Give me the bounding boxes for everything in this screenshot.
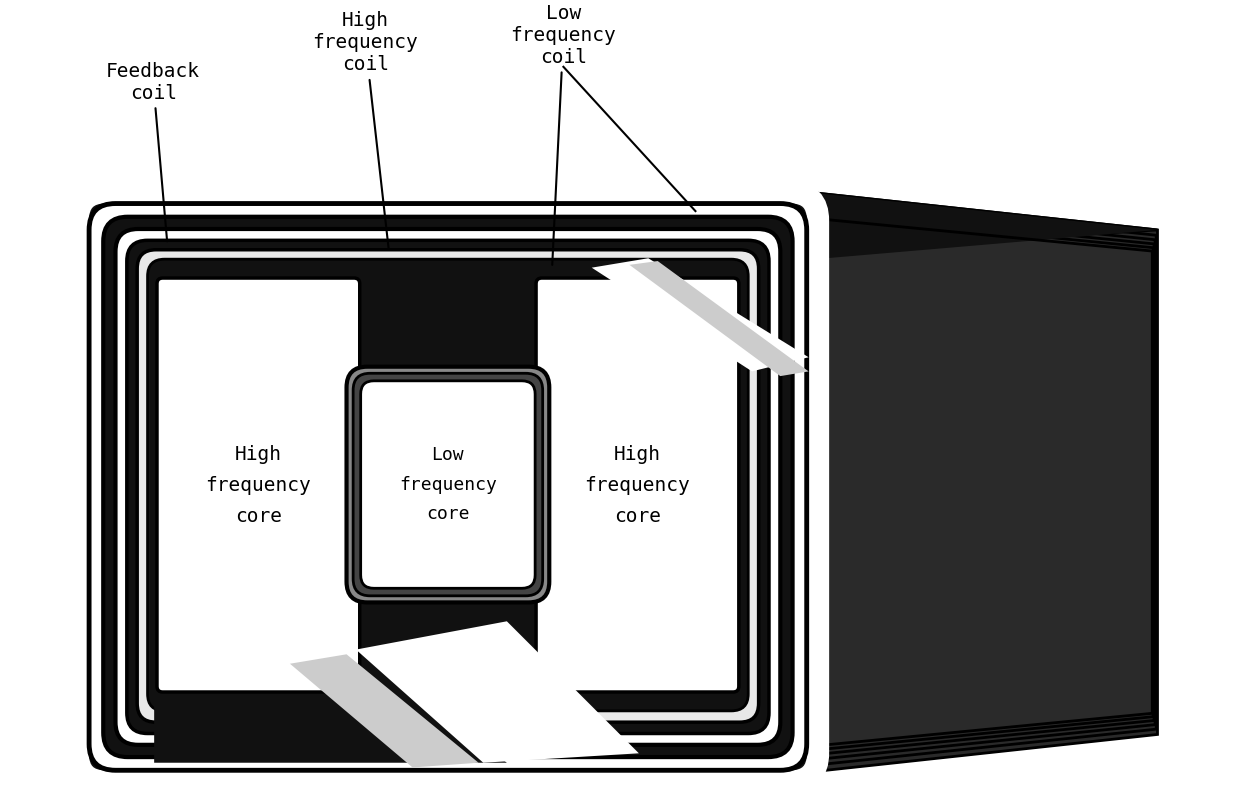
Polygon shape: [154, 650, 507, 763]
FancyBboxPatch shape: [536, 278, 739, 692]
Polygon shape: [87, 192, 808, 772]
Polygon shape: [356, 621, 639, 763]
FancyBboxPatch shape: [115, 229, 780, 745]
Text: High
frequency
coil: High frequency coil: [312, 11, 418, 249]
FancyBboxPatch shape: [353, 373, 543, 595]
Text: Low
frequency
coil: Low frequency coil: [511, 4, 616, 265]
Polygon shape: [507, 192, 1157, 263]
Text: High
frequency
core: High frequency core: [584, 444, 691, 525]
Polygon shape: [196, 202, 808, 249]
Text: Feedback
coil: Feedback coil: [107, 61, 200, 242]
FancyBboxPatch shape: [126, 240, 769, 734]
Polygon shape: [157, 206, 677, 254]
Text: Low
frequency
core: Low frequency core: [399, 446, 497, 523]
FancyBboxPatch shape: [103, 217, 792, 757]
FancyBboxPatch shape: [148, 259, 748, 711]
Polygon shape: [630, 261, 808, 376]
FancyBboxPatch shape: [346, 367, 549, 603]
Polygon shape: [87, 192, 1157, 272]
FancyBboxPatch shape: [89, 204, 807, 770]
Text: High
frequency
core: High frequency core: [206, 444, 311, 525]
FancyBboxPatch shape: [78, 192, 818, 781]
FancyBboxPatch shape: [361, 381, 536, 588]
FancyBboxPatch shape: [157, 278, 360, 692]
Polygon shape: [808, 192, 1157, 772]
FancyBboxPatch shape: [138, 250, 759, 722]
Polygon shape: [591, 259, 808, 372]
Polygon shape: [290, 654, 479, 768]
